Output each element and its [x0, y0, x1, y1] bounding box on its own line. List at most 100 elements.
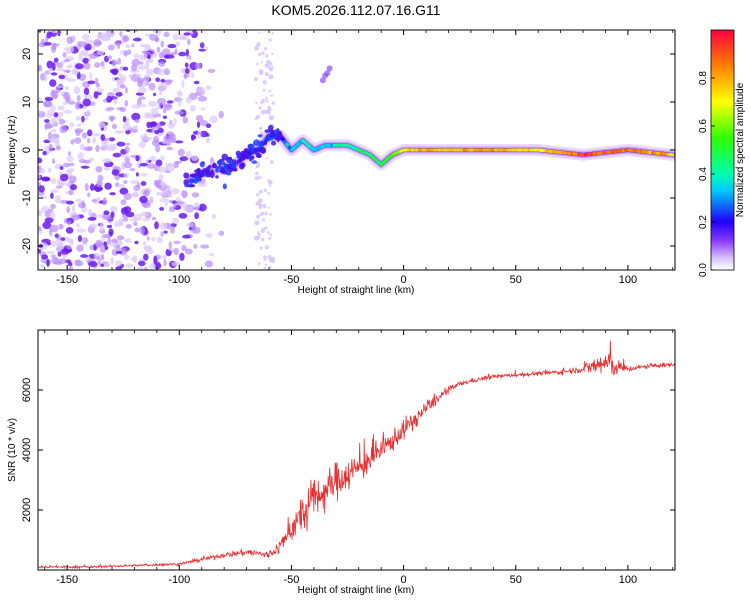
x-tick-label: 50: [510, 574, 522, 586]
spectrogram-speckle: [56, 68, 65, 72]
spectrogram-speckle: [51, 256, 60, 265]
spectrogram-speckle: [158, 82, 168, 90]
spectrogram-speckle: [70, 139, 75, 145]
spectrogram-ridge-blob: [222, 183, 227, 190]
spectrogram-speckle: [71, 214, 81, 221]
spectrogram-speckle: [258, 31, 261, 34]
spectrogram-ridge-blob: [189, 173, 195, 178]
spectrogram-speckle: [322, 72, 329, 79]
spectrogram-speckle: [125, 224, 132, 229]
spectrogram-speckle: [256, 164, 260, 168]
spectrogram-speckle: [197, 130, 202, 139]
spectrogram-speckle: [156, 105, 161, 110]
spectrogram-speckle: [211, 213, 217, 220]
spectrogram-speckle: [95, 144, 100, 152]
spectrogram-speckle: [145, 62, 150, 71]
spectrogram-speckle: [256, 42, 261, 47]
spectrogram-speckle: [269, 160, 274, 165]
spectrogram-speckle: [104, 262, 110, 268]
spectrogram-speckle: [86, 146, 93, 151]
spectrogram-ridge-blob: [257, 134, 263, 138]
spectrogram-ridge-blob: [230, 162, 237, 169]
spectrogram-speckle: [125, 263, 133, 268]
spectrogram-y-label: Frequency (Hz): [7, 116, 18, 185]
spectrogram-speckle: [171, 188, 180, 195]
spectrogram-speckle: [140, 172, 148, 177]
spectrogram-speckle: [259, 127, 262, 130]
spectrogram-speckle: [38, 157, 43, 164]
spectrogram-speckle: [181, 79, 185, 88]
spectrogram-speckle: [175, 41, 181, 47]
spectrogram-speckle: [157, 128, 164, 133]
spectrogram-speckle: [264, 245, 269, 250]
y-tick-label: 20: [21, 48, 33, 60]
spectrogram-speckle: [137, 77, 145, 84]
spectrogram-speckle: [94, 186, 104, 191]
spectrogram-speckle: [52, 94, 59, 100]
spectrogram-ridge-blob: [228, 156, 233, 161]
spectrogram-speckle: [268, 66, 272, 71]
spectrogram-speckle: [268, 184, 272, 187]
spectrogram-speckle: [101, 66, 106, 70]
spectrogram-speckle: [97, 214, 103, 218]
spectrogram-speckle: [102, 234, 111, 238]
spectrogram-speckle: [82, 34, 90, 40]
spectrogram-speckle: [178, 51, 187, 57]
spectrogram-speckle: [159, 121, 166, 126]
spectrogram-speckle: [254, 116, 258, 120]
spectrogram-speckle: [59, 125, 68, 134]
spectrogram-speckle: [46, 109, 52, 118]
spectrogram-speckle: [179, 252, 185, 261]
spectrogram-speckle: [260, 109, 266, 115]
spectrogram-speckle: [166, 146, 173, 151]
spectrogram-ridge-blob: [232, 168, 238, 172]
spectrogram-speckle: [138, 86, 147, 94]
spectrogram-speckle: [57, 251, 62, 257]
spectrogram-speckle: [257, 52, 262, 57]
x-tick-label: -50: [284, 274, 300, 286]
spectrogram-speckle: [122, 35, 128, 42]
spectrogram-speckle: [117, 244, 121, 252]
spectrogram-speckle: [258, 175, 262, 180]
spectrogram-speckle: [89, 223, 98, 229]
spectrogram-speckle: [108, 137, 116, 142]
spectrogram-speckle: [137, 266, 144, 270]
spectrogram-speckle: [199, 119, 208, 127]
spectrogram-speckle: [74, 137, 82, 144]
spectrogram-speckle: [115, 266, 122, 270]
x-tick-label: -50: [284, 574, 300, 586]
spectrogram-speckle: [106, 224, 113, 229]
spectrogram-speckle: [110, 205, 118, 213]
spectrogram-speckle: [46, 31, 52, 39]
spectrogram-speckle: [95, 82, 101, 88]
spectrogram-speckle: [159, 88, 163, 96]
spectrogram-speckle: [52, 137, 60, 144]
spectrogram-speckle: [268, 236, 272, 240]
spectrogram-speckle: [264, 211, 268, 216]
spectrogram-speckle: [43, 101, 53, 108]
spectrogram-speckle: [161, 48, 171, 56]
spectrogram-speckle: [134, 227, 140, 233]
spectrogram-speckle: [139, 61, 144, 65]
spectrogram-ridge-blob: [263, 139, 268, 146]
spectrogram-speckle: [40, 38, 46, 45]
spectrogram-speckle: [254, 220, 260, 226]
spectrogram-speckle: [190, 72, 195, 79]
spectrogram-speckle: [114, 220, 122, 228]
spectrogram-speckle: [271, 101, 276, 105]
spectrogram-speckle: [124, 100, 129, 107]
spectrogram-speckle: [260, 131, 264, 135]
spectrogram-speckle: [110, 211, 115, 218]
spectrogram-speckle: [167, 163, 175, 172]
spectrogram-speckle: [260, 101, 263, 105]
spectrogram-noise: [38, 30, 333, 270]
spectrogram-speckle: [258, 189, 263, 194]
spectrogram-speckle: [205, 133, 210, 137]
colorbar-ramp: [710, 29, 735, 271]
spectrogram-speckle: [55, 185, 63, 189]
spectrogram-speckle: [142, 240, 147, 247]
spectrogram-speckle: [104, 245, 109, 251]
spectrogram-speckle: [75, 63, 84, 70]
spectrogram-speckle: [38, 185, 45, 193]
x-tick-label: 0: [401, 574, 407, 586]
